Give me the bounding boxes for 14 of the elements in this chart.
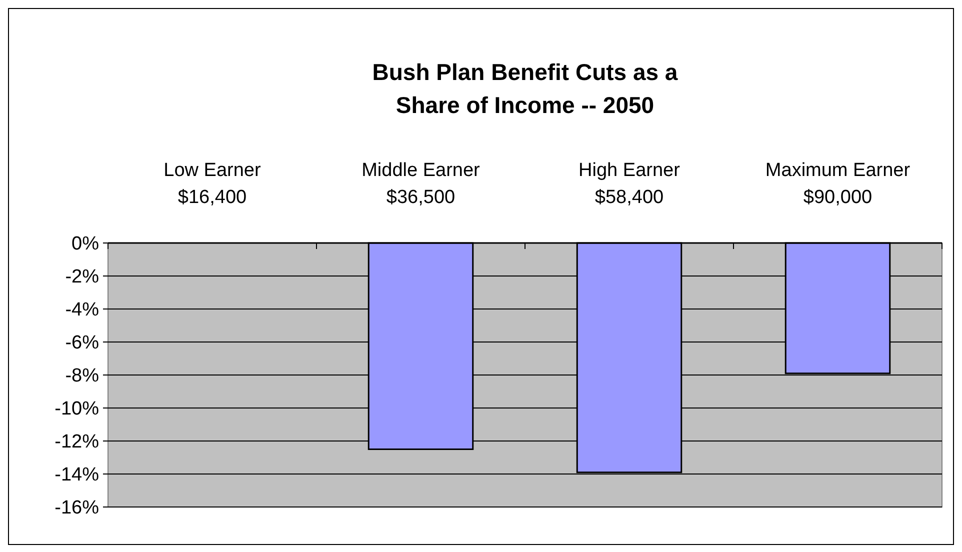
x-tick-label: Maximum Earner $90,000 — [765, 160, 911, 208]
x-tick-label: Middle Earner $36,500 — [362, 160, 481, 208]
y-tick-label: -10% — [54, 398, 100, 420]
y-tick-label: -14% — [54, 464, 100, 486]
y-tick-label: -4% — [65, 300, 100, 321]
chart-title: Bush Plan Benefit Cuts as a Share of Income -- 2050 — [372, 59, 678, 118]
y-tick-label: -16% — [54, 498, 100, 519]
y-tick-label: 0% — [72, 234, 100, 255]
y-tick-label: -6% — [65, 332, 100, 354]
y-tick-label: -8% — [65, 366, 100, 387]
y-tick-label: -2% — [65, 266, 100, 288]
x-tick-label: Low Earner $16,400 — [164, 160, 262, 208]
x-tick-label: High Earner $58,400 — [578, 160, 681, 208]
y-tick-label: -12% — [54, 432, 100, 453]
